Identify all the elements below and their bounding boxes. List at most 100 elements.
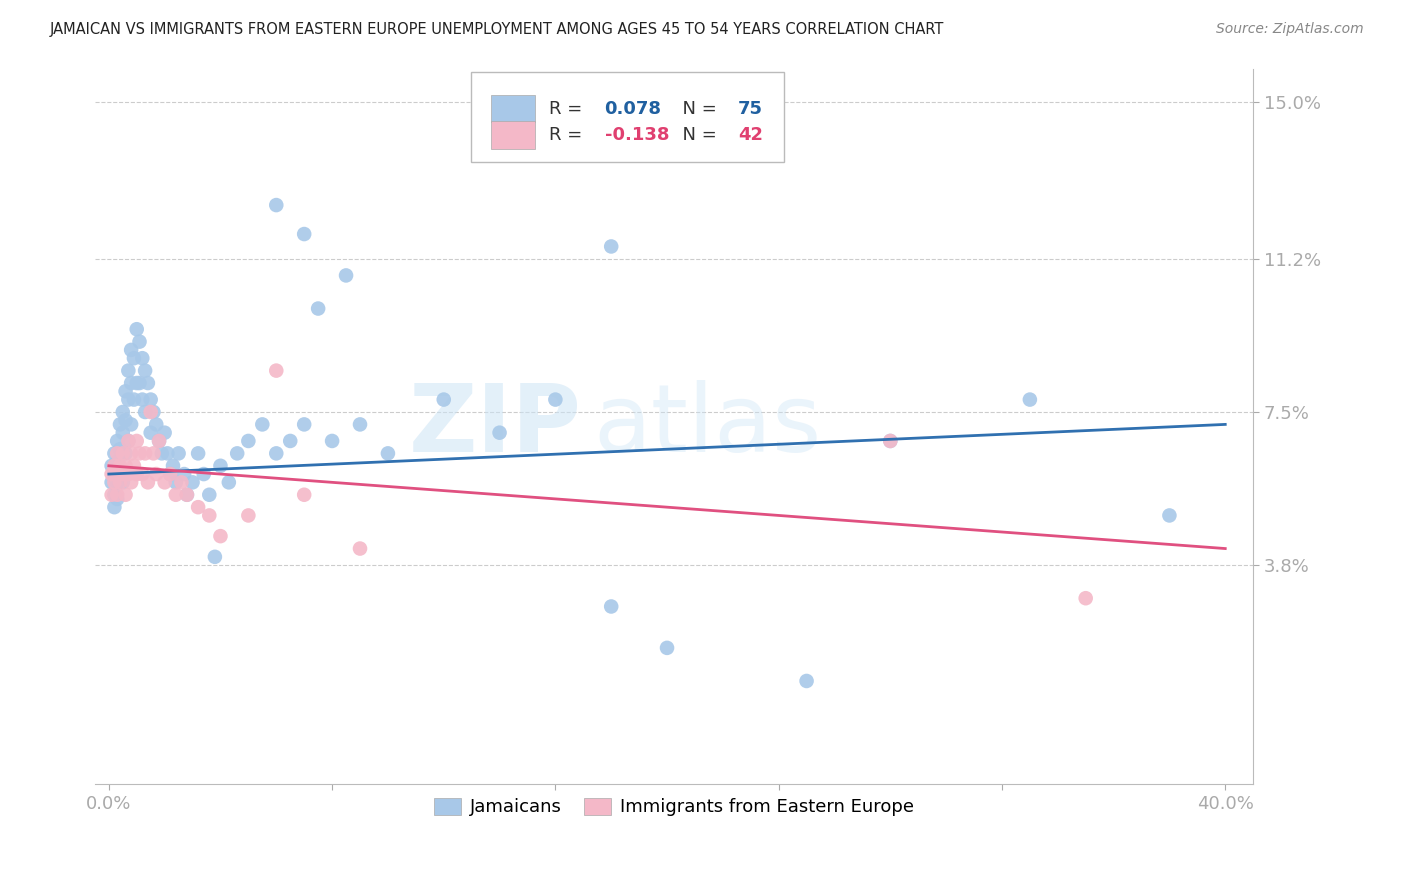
Point [170,475,193,490]
Text: -0.138: -0.138 [605,126,669,144]
Point [103,500,125,515]
Point [181,475,204,490]
Point [134,405,156,419]
Point [128,446,150,460]
Point [139,405,162,419]
Point [114,413,136,427]
Point [266,198,288,212]
Point [125,467,148,481]
Point [266,446,288,460]
Text: N =: N = [671,126,723,144]
Text: 0.078: 0.078 [605,100,661,118]
Point [128,334,150,349]
Point [193,467,215,481]
Point [114,384,136,399]
Point [100,458,122,473]
Point [105,467,128,481]
Point [292,417,315,432]
Legend: Jamaicans, Immigrants from Eastern Europe: Jamaicans, Immigrants from Eastern Europ… [425,789,922,825]
Point [218,475,240,490]
Point [150,446,173,460]
Point [266,363,288,377]
Point [321,434,343,448]
Point [292,227,315,241]
Point [125,376,148,390]
Point [796,673,818,688]
Point [198,508,221,523]
Point [105,455,128,469]
Point [100,467,122,481]
Point [176,488,198,502]
Point [162,458,184,473]
Point [128,376,150,390]
Point [114,458,136,473]
Point [105,475,128,490]
Point [117,467,139,481]
Point [377,446,399,460]
Point [103,467,125,481]
Point [122,458,145,473]
Point [111,446,134,460]
Point [173,467,195,481]
Point [238,508,260,523]
Point [1159,508,1181,523]
Point [209,529,232,543]
Point [142,446,165,460]
Point [108,442,131,457]
Point [105,488,128,502]
Point [204,549,226,564]
Point [159,467,181,481]
Point [114,446,136,460]
Text: N =: N = [671,100,723,118]
Text: 75: 75 [738,100,762,118]
Point [879,434,901,448]
Point [111,405,134,419]
Point [488,425,510,440]
Point [153,475,176,490]
Point [1074,591,1097,606]
Point [433,392,456,407]
Point [335,268,357,283]
Point [111,467,134,481]
Point [165,488,187,502]
Point [105,434,128,448]
Point [139,425,162,440]
Point [131,351,153,366]
Point [600,239,623,253]
Point [148,434,170,448]
Point [120,343,142,357]
Point [131,392,153,407]
Point [145,467,167,481]
Point [111,446,134,460]
Point [100,488,122,502]
Point [600,599,623,614]
Point [711,136,734,150]
Point [292,488,315,502]
Point [238,434,260,448]
Point [108,417,131,432]
Point [187,446,209,460]
Point [209,458,232,473]
Text: ZIP: ZIP [409,381,581,473]
Point [655,640,678,655]
Point [131,467,153,481]
Point [120,446,142,460]
Text: atlas: atlas [593,381,821,473]
Point [136,475,159,490]
FancyBboxPatch shape [471,72,785,161]
Point [105,446,128,460]
Point [114,488,136,502]
Point [134,363,156,377]
Point [103,446,125,460]
Point [120,417,142,432]
Point [165,475,187,490]
Point [125,434,148,448]
Point [307,301,329,316]
Point [117,392,139,407]
Point [156,446,179,460]
Point [153,425,176,440]
Point [103,458,125,473]
Point [108,475,131,490]
Point [145,417,167,432]
Text: Source: ZipAtlas.com: Source: ZipAtlas.com [1216,22,1364,37]
